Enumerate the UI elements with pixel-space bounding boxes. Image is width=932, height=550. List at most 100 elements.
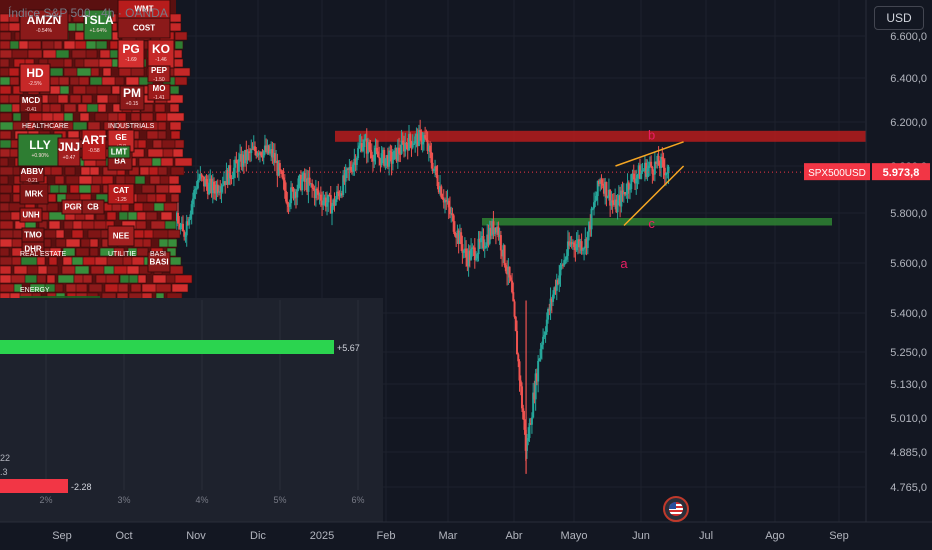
time-tick-label: Jun [632,530,650,542]
heatmap-cell [69,184,81,194]
candle-body [528,423,531,438]
candle-body [281,171,284,178]
candle-body [513,301,516,317]
heatmap-change: -1.46 [155,57,167,63]
heatmap-cell [74,58,86,68]
heatmap-ticker: MCD [22,96,40,105]
heatmap-cell [50,166,63,176]
heatmap-cell [72,121,88,131]
candle-body [308,177,311,184]
candle-body [251,148,254,150]
candle-body [345,168,348,170]
heatmap-cell [65,238,81,248]
candle-body [560,264,563,266]
us-flag-icon[interactable] [663,496,689,522]
time-tick-label: Mayo [561,530,588,542]
heatmap-cell [130,283,142,293]
candle-body [539,348,542,359]
support-zone [482,218,832,226]
heatmap-cell [157,121,167,131]
symbol-tag-box [804,163,870,181]
candle-body [302,173,305,180]
candle-body [256,153,259,156]
heatmap-change: -1.25 [115,197,127,203]
time-tick-label: Sep [52,530,72,542]
heatmap-ticker: GE [115,133,127,142]
candle-body [270,149,273,152]
heatmap-cell [0,85,12,95]
candle-body [434,166,437,169]
heatmap-cell [12,121,27,131]
heatmap-change: -0.54% [36,28,52,34]
candle-body [508,266,511,278]
candle-body [489,227,492,236]
candle-body [450,213,453,215]
bar-positive [0,340,334,354]
candle-body [425,138,428,141]
candle-body [476,254,479,259]
candle-body [393,150,396,160]
candle-body [287,204,290,207]
candle-body [242,154,245,164]
candle-body [616,200,619,213]
candle-body [292,188,295,199]
candle-body [614,199,617,205]
candle-body [411,144,414,148]
candle-body [338,193,341,197]
candle-body [403,142,406,152]
heatmap-ticker: COST [133,24,155,33]
candle-body [380,153,383,166]
candle-body [601,183,604,186]
candle-body [491,221,494,236]
candle-body [406,144,409,151]
candle-body [198,178,201,180]
heatmap-cell [167,229,181,239]
candle-body [564,259,567,261]
candle-body [262,150,265,158]
price-axis-background [866,0,932,522]
heatmap-cell [78,76,90,86]
heatmap-cell [0,247,10,257]
heatmap-tile [83,9,113,41]
price-tick-label: 5.250,0 [890,347,927,359]
candle-body [511,280,514,293]
candle-body [467,250,470,267]
heatmap-cell [72,85,87,95]
candle-body [534,373,537,400]
heatmap-cell [105,274,120,284]
heatmap-cell [0,166,15,176]
heatmap-ticker: NEE [113,232,130,241]
heatmap-cell [0,31,12,41]
candle-body [344,169,347,182]
candle-body [478,238,481,243]
heatmap-cell [46,274,56,284]
candle-body [441,197,444,200]
heatmap-sector-label: ENERGY [20,287,50,294]
heatmap-cell [97,103,107,113]
time-axis[interactable]: Sep Oct Nov Dic 2025 Feb Mar Abr Mayo Jun Jul Ago Se… [0,521,932,550]
heatmap-cell [36,256,46,266]
heatmap-cell [114,76,125,86]
heatmap-cell [87,121,101,131]
candle-body [444,199,447,203]
candle-body [640,170,643,179]
candle-body [358,145,361,149]
price-axis[interactable]: 6.600,06.400,06.200,06.000,05.800,05.600… [804,0,932,522]
currency-button[interactable]: USD [874,6,924,30]
heatmap-tile [19,63,51,93]
candle-body [607,189,610,197]
heatmap-ticker: CAT [113,186,129,195]
candle-body [208,182,211,195]
time-tick-label: 2025 [310,530,334,542]
price-tick-label: 5.400,0 [890,308,927,320]
price-tick-label: 4.885,0 [890,447,927,459]
candle-body [581,249,584,251]
candle-body [273,153,276,163]
heatmap-cell [58,184,68,194]
price-tick-label: 5.600,0 [890,258,927,270]
heatmap-tile [19,95,43,113]
heatmap-cell [24,274,38,284]
candle-body [260,152,263,156]
candle-body [316,188,319,191]
